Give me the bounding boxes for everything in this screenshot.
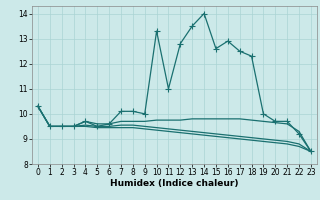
X-axis label: Humidex (Indice chaleur): Humidex (Indice chaleur) <box>110 179 239 188</box>
